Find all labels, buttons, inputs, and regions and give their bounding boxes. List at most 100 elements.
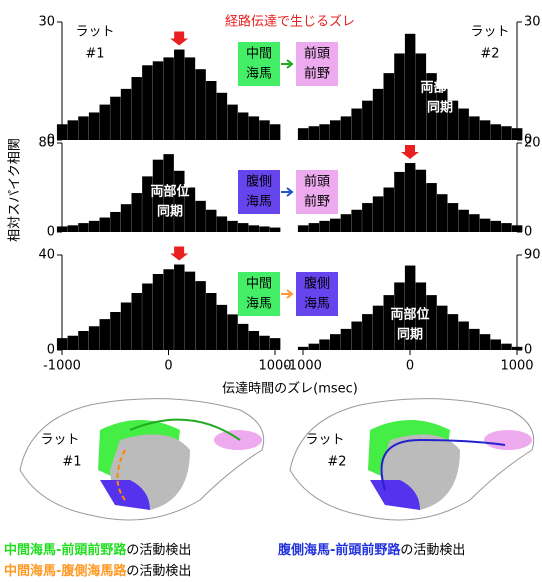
pathway-arrow — [281, 188, 292, 196]
histogram-bar — [68, 336, 78, 350]
caption-rest: の活動検出 — [400, 543, 465, 558]
sync-label: 同期 — [397, 328, 423, 343]
brain-left — [20, 399, 264, 520]
histogram-bar — [448, 314, 458, 350]
x-tick-label: -1000 — [284, 359, 322, 374]
histogram-bar — [249, 331, 259, 350]
region-label: 中間 — [246, 277, 272, 292]
histogram-bar — [469, 214, 479, 232]
region-label: 前頭 — [304, 46, 330, 62]
histogram-bar — [259, 226, 269, 232]
histogram-bar — [501, 126, 511, 140]
y-tick-label: 0 — [524, 225, 532, 240]
histogram-bar — [227, 105, 237, 140]
histogram-bar — [480, 334, 490, 350]
y-tick-label: 0 — [47, 225, 55, 240]
sync-label: 両部位 — [420, 80, 459, 96]
histogram-bar — [131, 77, 141, 140]
histogram-bar — [227, 221, 237, 232]
histogram-bar — [174, 265, 184, 351]
caption-path: 腹側海馬-前頭前野路 — [278, 542, 401, 558]
caption: 腹側海馬-前頭前野路の活動検出 — [278, 542, 465, 558]
histogram-bar — [153, 61, 163, 140]
histogram-bar — [341, 116, 351, 140]
histogram-bar — [68, 120, 78, 140]
histogram-bar — [259, 120, 269, 140]
histogram-bar — [270, 228, 280, 232]
histogram-bar — [330, 120, 340, 140]
histogram-bar — [121, 204, 131, 232]
rat-label: ラット — [75, 25, 114, 40]
brain-rat-label: #1 — [62, 455, 81, 470]
histogram-bar — [491, 124, 501, 140]
histogram-bar — [298, 128, 308, 140]
histogram-bar — [426, 183, 436, 232]
x-tick-label: 1000 — [500, 359, 533, 374]
caption: 中間海馬-前頭前野路の活動検出 — [4, 542, 191, 558]
histogram-bar — [458, 322, 468, 351]
histogram-bar — [501, 344, 511, 350]
rat-label: #2 — [480, 47, 499, 62]
histogram-bar — [362, 101, 372, 140]
histogram-bar — [416, 53, 426, 140]
histogram-bar — [78, 223, 88, 232]
histogram-bar — [249, 116, 259, 140]
histogram-bar — [238, 324, 248, 350]
histogram-bar — [259, 336, 269, 350]
histogram-bar — [206, 81, 216, 140]
histogram-bar — [362, 203, 372, 232]
histogram-bar — [384, 188, 394, 233]
histogram-bar — [351, 210, 361, 232]
y-tick-label: 80 — [38, 136, 55, 151]
histogram-bar — [131, 193, 141, 232]
histogram-bar — [100, 319, 110, 350]
histogram-bar — [491, 221, 501, 232]
histogram-bar — [405, 34, 415, 140]
caption-rest: の活動検出 — [126, 543, 191, 558]
x-tick-label: 0 — [406, 359, 414, 374]
histogram-bar — [319, 221, 329, 232]
histogram-bar — [195, 281, 205, 350]
histogram-bar — [249, 225, 259, 232]
histogram-bar — [238, 112, 248, 140]
histogram-bar — [384, 73, 394, 140]
caption: 中間海馬-腹側海馬路の活動検出 — [4, 563, 191, 579]
rat-label: ラット — [470, 25, 509, 40]
histogram-bar — [89, 326, 99, 350]
histogram-bar — [480, 120, 490, 140]
histogram-bar — [309, 223, 319, 232]
histogram-bar — [174, 171, 184, 232]
histogram-bar — [469, 329, 479, 350]
shift-arrow — [170, 32, 188, 46]
histogram-bar — [373, 196, 383, 232]
y-tick-label: 90 — [524, 248, 541, 263]
histogram-bar — [121, 303, 131, 351]
y-tick-label: 0 — [47, 343, 55, 358]
caption-rest: の活動検出 — [126, 564, 191, 579]
histogram-bar — [174, 50, 184, 140]
histogram-bar — [309, 126, 319, 140]
y-tick-label: 20 — [524, 136, 541, 151]
region-label: 腹側 — [246, 174, 272, 190]
histogram-bar — [362, 314, 372, 350]
pathway-arrow — [281, 290, 292, 298]
histogram-bar — [121, 89, 131, 140]
caption-path: 中間海馬-腹側海馬路 — [4, 563, 127, 579]
histogram-bar — [89, 221, 99, 232]
histogram-bar — [491, 339, 501, 350]
pathway-arrow — [281, 60, 292, 68]
histogram-bar — [270, 338, 280, 350]
shift-note: 経路伝達で生じるズレ — [225, 14, 355, 30]
sync-label: 両部位 — [390, 307, 429, 323]
y-tick-label: 40 — [38, 248, 55, 263]
sync-label: 両部位 — [150, 184, 189, 200]
histogram-bar — [89, 112, 99, 140]
histogram-bar — [110, 212, 120, 232]
histogram-bar — [78, 116, 88, 140]
histogram-bar — [351, 322, 361, 351]
histogram-bar — [100, 218, 110, 232]
brain-rat-label: #2 — [327, 455, 346, 470]
histogram-bar — [319, 339, 329, 350]
region-label: 海馬 — [246, 195, 272, 210]
histogram-bar — [68, 225, 78, 232]
